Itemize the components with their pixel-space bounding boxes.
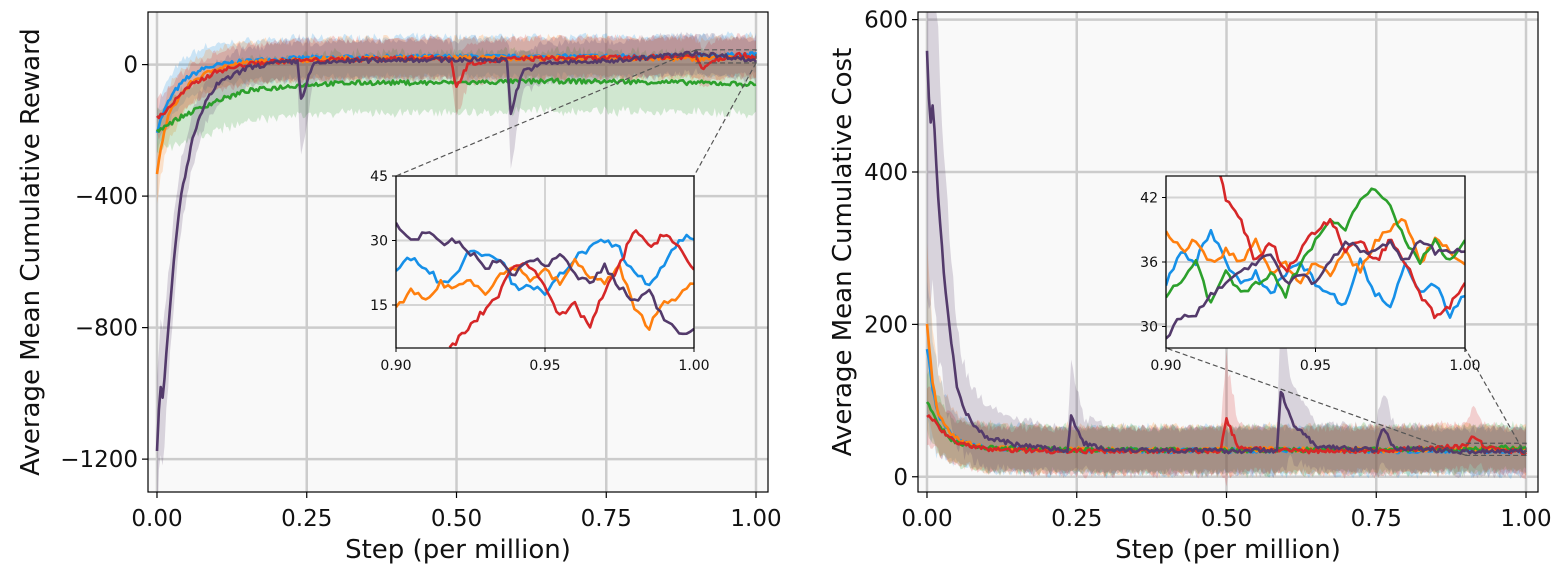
inset-line-orange bbox=[396, 257, 694, 331]
x-axis-label: Step (per million) bbox=[1115, 535, 1341, 565]
inset-reward: 0.90 0.95 1.00 15 30 45 bbox=[370, 49, 757, 374]
plot-area bbox=[155, 31, 758, 492]
x-tick-label: 0.25 bbox=[1051, 506, 1102, 532]
x-tick-label: 1.00 bbox=[730, 506, 781, 532]
inset-y-tick-label: 42 bbox=[1140, 191, 1158, 207]
zoom-connector bbox=[693, 62, 757, 177]
zoom-connector bbox=[1165, 347, 1467, 456]
x-tick-label: 0.00 bbox=[131, 506, 182, 532]
inset-line-purple bbox=[396, 222, 694, 336]
y-axis-label: Average Mean Cumulative Cost bbox=[828, 48, 858, 457]
chart-reward: 0.00 0.25 0.50 0.75 1.00 0 −400 −800 −1200 Step (… bbox=[16, 11, 782, 565]
axes-frame bbox=[147, 11, 769, 493]
y-axis-label: Average Mean Cumulative Reward bbox=[16, 28, 46, 476]
band-purple bbox=[927, 12, 1526, 479]
inset-cost: 0.90 0.95 1.00 30 36 42 bbox=[1140, 175, 1527, 457]
chart-cost: 0.00 0.25 0.50 0.75 1.00 0 200 400 600 Step (per … bbox=[828, 8, 1552, 565]
y-tick-label: 200 bbox=[864, 312, 908, 338]
inset-plot-area bbox=[396, 222, 694, 348]
y-tick-label: −1200 bbox=[60, 447, 138, 473]
inset-line-purple bbox=[1166, 239, 1465, 340]
x-tick-label: 0.75 bbox=[1351, 506, 1402, 532]
x-tick-label: 0.50 bbox=[1201, 506, 1252, 532]
inset-y-tick-label: 30 bbox=[370, 234, 388, 250]
y-tick-label: −800 bbox=[75, 316, 138, 342]
inset-x-tick-label: 0.90 bbox=[380, 358, 411, 374]
axes-frame bbox=[917, 11, 1539, 493]
x-tick-label: 0.50 bbox=[431, 506, 482, 532]
line-purple bbox=[925, 50, 1528, 455]
inset-line-blue bbox=[396, 233, 694, 296]
y-tick-label: 400 bbox=[864, 160, 908, 186]
inset-y-tick-label: 36 bbox=[1140, 255, 1158, 271]
inset-line-red bbox=[448, 229, 694, 348]
zoom-connector bbox=[1464, 347, 1527, 456]
zoom-box bbox=[695, 49, 757, 64]
x-tick-label: 0.25 bbox=[281, 506, 332, 532]
inset-y-tick-label: 30 bbox=[1140, 320, 1158, 336]
x-axis-label: Step (per million) bbox=[345, 535, 571, 565]
y-tick-label: 0 bbox=[123, 53, 138, 79]
plot-area bbox=[925, 12, 1528, 487]
inset-x-tick-label: 1.00 bbox=[678, 358, 709, 374]
y-tick-label: 0 bbox=[893, 465, 908, 491]
inset-x-tick-label: 0.95 bbox=[529, 358, 560, 374]
y-tick-label: −400 bbox=[75, 184, 138, 210]
inset-plot-area bbox=[1166, 176, 1465, 340]
inset-x-tick-label: 0.95 bbox=[1300, 358, 1331, 374]
inset-x-tick-label: 1.00 bbox=[1449, 358, 1480, 374]
zoom-connector bbox=[395, 49, 697, 177]
band-orange bbox=[157, 33, 756, 204]
band-purple bbox=[157, 31, 756, 492]
line-purple bbox=[155, 49, 758, 452]
x-tick-label: 0.75 bbox=[581, 506, 632, 532]
x-tick-label: 1.00 bbox=[1500, 506, 1551, 532]
x-tick-label: 0.00 bbox=[901, 506, 952, 532]
inset-x-tick-label: 0.90 bbox=[1150, 358, 1181, 374]
zoom-box bbox=[1465, 442, 1527, 457]
band-green bbox=[157, 46, 756, 154]
band-orange bbox=[927, 242, 1526, 478]
inset-y-tick-label: 45 bbox=[370, 169, 388, 185]
inset-y-tick-label: 15 bbox=[370, 298, 388, 314]
y-tick-label: 600 bbox=[864, 8, 908, 34]
